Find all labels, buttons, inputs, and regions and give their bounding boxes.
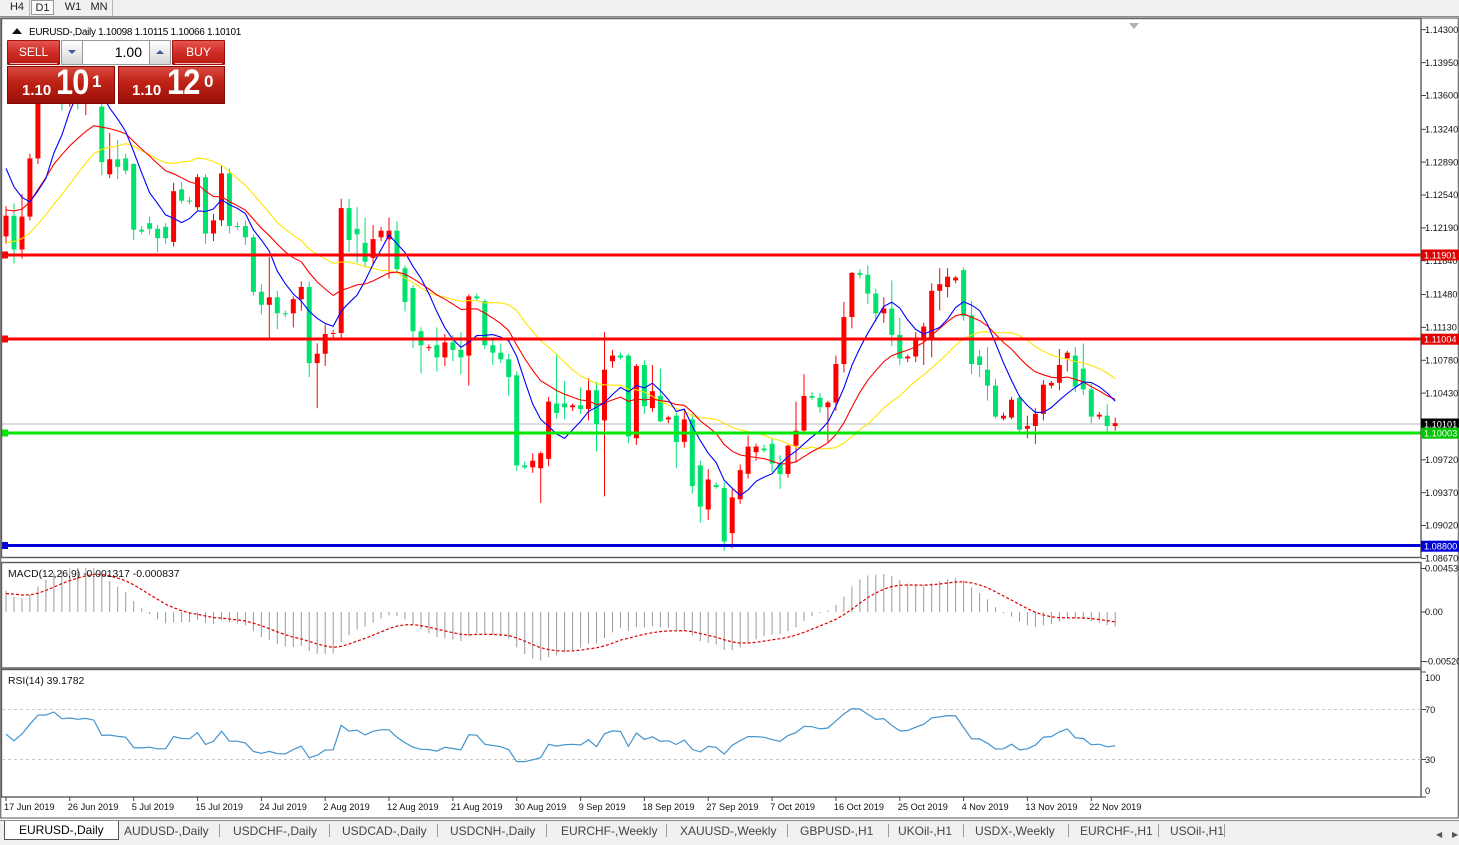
svg-text:12 Aug 2019: 12 Aug 2019 bbox=[387, 802, 439, 812]
svg-text:1.12890: 1.12890 bbox=[1425, 157, 1458, 167]
svg-text:1.10780: 1.10780 bbox=[1425, 356, 1458, 366]
svg-text:1.12190: 1.12190 bbox=[1425, 223, 1458, 233]
svg-text:15 Jul 2019: 15 Jul 2019 bbox=[196, 802, 244, 812]
svg-text:1.11480: 1.11480 bbox=[1425, 290, 1458, 300]
svg-text:1.11130: 1.11130 bbox=[1425, 323, 1457, 333]
svg-text:0.00: 0.00 bbox=[1425, 607, 1443, 617]
svg-text:100: 100 bbox=[1425, 673, 1440, 683]
svg-text:25 Oct 2019: 25 Oct 2019 bbox=[898, 802, 948, 812]
svg-text:1.13950: 1.13950 bbox=[1425, 58, 1458, 68]
svg-text:9 Sep 2019: 9 Sep 2019 bbox=[579, 802, 626, 812]
svg-text:1.10101: 1.10101 bbox=[1424, 419, 1457, 429]
svg-text:1.09020: 1.09020 bbox=[1425, 521, 1458, 531]
svg-text:30 Aug 2019: 30 Aug 2019 bbox=[515, 802, 567, 812]
svg-text:0.004536: 0.004536 bbox=[1425, 564, 1459, 574]
svg-text:13 Nov 2019: 13 Nov 2019 bbox=[1025, 802, 1077, 812]
svg-text:7 Oct 2019: 7 Oct 2019 bbox=[770, 802, 815, 812]
svg-text:5 Jul 2019: 5 Jul 2019 bbox=[132, 802, 174, 812]
svg-text:1.12540: 1.12540 bbox=[1425, 190, 1458, 200]
svg-text:26 Jun 2019: 26 Jun 2019 bbox=[68, 802, 119, 812]
svg-text:1.11004: 1.11004 bbox=[1424, 335, 1457, 345]
svg-text:1.08800: 1.08800 bbox=[1424, 542, 1457, 552]
svg-text:EURUSD-,Daily 1.10098 1.10115: EURUSD-,Daily 1.10098 1.10115 1.10066 1.… bbox=[29, 27, 242, 38]
svg-text:22 Nov 2019: 22 Nov 2019 bbox=[1089, 802, 1141, 812]
svg-text:27 Sep 2019: 27 Sep 2019 bbox=[706, 802, 758, 812]
svg-text:1.13240: 1.13240 bbox=[1425, 125, 1458, 135]
svg-text:RSI(14) 39.1782: RSI(14) 39.1782 bbox=[8, 676, 84, 687]
svg-text:2 Aug 2019: 2 Aug 2019 bbox=[323, 802, 370, 812]
svg-text:1.14300: 1.14300 bbox=[1425, 25, 1458, 35]
svg-text:1.11901: 1.11901 bbox=[1424, 250, 1457, 260]
svg-text:16 Oct 2019: 16 Oct 2019 bbox=[834, 802, 884, 812]
svg-text:21 Aug 2019: 21 Aug 2019 bbox=[451, 802, 503, 812]
svg-text:-0.00520: -0.00520 bbox=[1425, 657, 1459, 667]
svg-text:17 Jun 2019: 17 Jun 2019 bbox=[4, 802, 55, 812]
svg-text:70: 70 bbox=[1425, 705, 1435, 715]
svg-text:30: 30 bbox=[1425, 755, 1435, 765]
svg-text:1.09720: 1.09720 bbox=[1425, 455, 1458, 465]
svg-text:18 Sep 2019: 18 Sep 2019 bbox=[642, 802, 694, 812]
svg-text:1.10003: 1.10003 bbox=[1424, 429, 1457, 439]
svg-text:0: 0 bbox=[1425, 786, 1430, 796]
svg-text:24 Jul 2019: 24 Jul 2019 bbox=[259, 802, 307, 812]
svg-text:MACD(12,26,9) -0.001317 -0.000: MACD(12,26,9) -0.001317 -0.000837 bbox=[8, 569, 180, 580]
svg-text:1.13600: 1.13600 bbox=[1425, 91, 1458, 101]
svg-text:1.09370: 1.09370 bbox=[1425, 488, 1458, 498]
svg-text:1.08670: 1.08670 bbox=[1425, 554, 1458, 564]
svg-text:1.10430: 1.10430 bbox=[1425, 388, 1458, 398]
svg-text:1.11840: 1.11840 bbox=[1425, 256, 1458, 266]
svg-text:4 Nov 2019: 4 Nov 2019 bbox=[962, 802, 1009, 812]
